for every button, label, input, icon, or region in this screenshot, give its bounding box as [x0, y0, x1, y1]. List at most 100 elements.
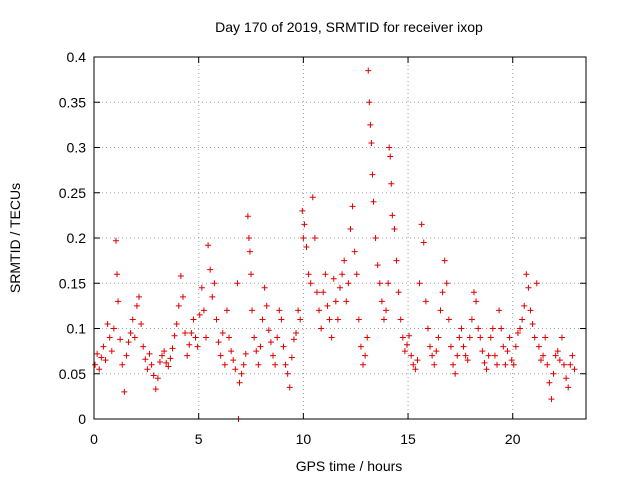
data-point [146, 350, 153, 357]
data-point [324, 302, 331, 309]
data-point [473, 298, 480, 305]
data-point [142, 356, 149, 363]
data-point [521, 302, 528, 309]
data-point [424, 325, 431, 332]
data-point [263, 302, 270, 309]
data-point [320, 289, 327, 296]
data-point [517, 325, 524, 332]
data-point [498, 325, 505, 332]
data-point [401, 348, 408, 355]
data-point [470, 289, 477, 296]
data-point [487, 334, 494, 341]
data-point [475, 325, 482, 332]
data-point [322, 271, 329, 278]
data-point [205, 242, 212, 249]
data-point [270, 352, 277, 359]
data-point [563, 375, 570, 382]
data-point [508, 357, 515, 364]
data-point [387, 153, 394, 160]
y-tick-label: 0.15 [59, 275, 86, 291]
data-point [192, 334, 199, 341]
y-tick-label: 0.35 [59, 94, 86, 110]
y-tick-label: 0.4 [67, 49, 87, 65]
data-point [397, 316, 404, 323]
data-point [245, 235, 252, 241]
data-point [290, 336, 297, 343]
data-point [159, 352, 166, 359]
data-point [257, 343, 264, 350]
data-point [388, 180, 395, 187]
data-point [121, 388, 128, 395]
data-point [299, 207, 306, 214]
data-point [131, 334, 138, 341]
data-point [489, 325, 496, 332]
data-point [544, 361, 551, 368]
plot-frame [93, 56, 587, 420]
data-point [219, 330, 226, 337]
data-point [454, 352, 461, 359]
data-point [177, 273, 184, 280]
data-point [500, 343, 507, 350]
data-point [196, 311, 203, 318]
data-point [422, 298, 429, 305]
data-point [351, 248, 358, 255]
data-point [272, 361, 279, 368]
data-point [548, 396, 555, 403]
data-point [259, 316, 266, 323]
data-point [357, 343, 364, 350]
data-point [435, 334, 442, 341]
y-axis-label: SRMTID / TECUs [7, 183, 23, 293]
data-point [173, 320, 180, 327]
data-point [138, 320, 145, 327]
data-point [295, 307, 302, 314]
data-point [514, 330, 521, 337]
data-point [255, 361, 262, 368]
data-point [115, 298, 122, 305]
data-point [554, 348, 561, 355]
data-point [410, 361, 417, 368]
data-point [249, 307, 256, 314]
data-point [190, 316, 197, 323]
data-point [284, 370, 291, 377]
data-point [112, 237, 119, 244]
data-point [303, 244, 310, 251]
data-point [494, 361, 501, 368]
data-point [311, 235, 318, 241]
data-point [316, 307, 323, 314]
data-point [223, 307, 230, 314]
data-point [332, 298, 339, 305]
data-point [297, 316, 304, 323]
data-point [184, 352, 191, 359]
data-point [274, 334, 281, 341]
data-point [370, 198, 377, 205]
data-point [460, 343, 467, 350]
x-tick-label: 0 [90, 431, 98, 447]
y-tick-label: 0.05 [59, 366, 86, 382]
data-point [427, 343, 434, 350]
data-point [148, 361, 155, 368]
data-point [150, 372, 157, 379]
data-point [383, 307, 390, 314]
data-point [369, 171, 376, 178]
data-point [169, 345, 176, 352]
data-point [253, 348, 260, 355]
data-point [119, 361, 126, 368]
data-point [209, 293, 216, 300]
data-point [491, 352, 498, 359]
data-point [477, 334, 484, 341]
data-point [188, 330, 195, 337]
data-point [280, 343, 287, 350]
data-point [106, 334, 113, 341]
data-point [353, 271, 360, 278]
data-point [483, 366, 490, 373]
data-point [244, 213, 251, 220]
data-point [242, 350, 249, 357]
data-point [558, 334, 565, 341]
data-point [261, 284, 268, 291]
data-point [406, 332, 413, 339]
data-point [114, 271, 121, 278]
data-point [542, 334, 549, 341]
data-point [443, 280, 450, 287]
data-point [571, 366, 578, 373]
